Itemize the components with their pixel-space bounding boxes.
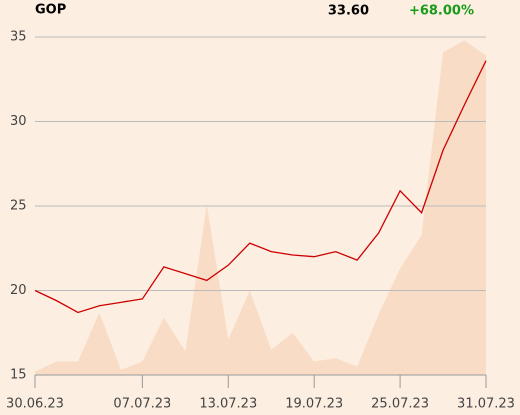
symbol: GOP <box>35 3 66 18</box>
area <box>35 40 486 375</box>
change: +68.00% <box>409 4 474 19</box>
y-tick-label: 30 <box>10 114 27 129</box>
y-tick-label: 20 <box>10 283 27 298</box>
x-tick-label: 19.07.23 <box>285 397 343 412</box>
line <box>34 60 487 314</box>
x-tick-label: 07.07.23 <box>113 397 171 412</box>
x-tick-label: 31.07.23 <box>457 397 515 412</box>
price: 33.60 <box>328 4 369 19</box>
y-tick-label: 35 <box>10 30 27 45</box>
x-tick-label: 30.06.23 <box>6 397 64 412</box>
y-tick-label: 25 <box>10 199 27 214</box>
x-tick-label: 25.07.23 <box>371 397 429 412</box>
y-tick-label: 15 <box>10 368 27 383</box>
x-tick-label: 13.07.23 <box>199 397 257 412</box>
